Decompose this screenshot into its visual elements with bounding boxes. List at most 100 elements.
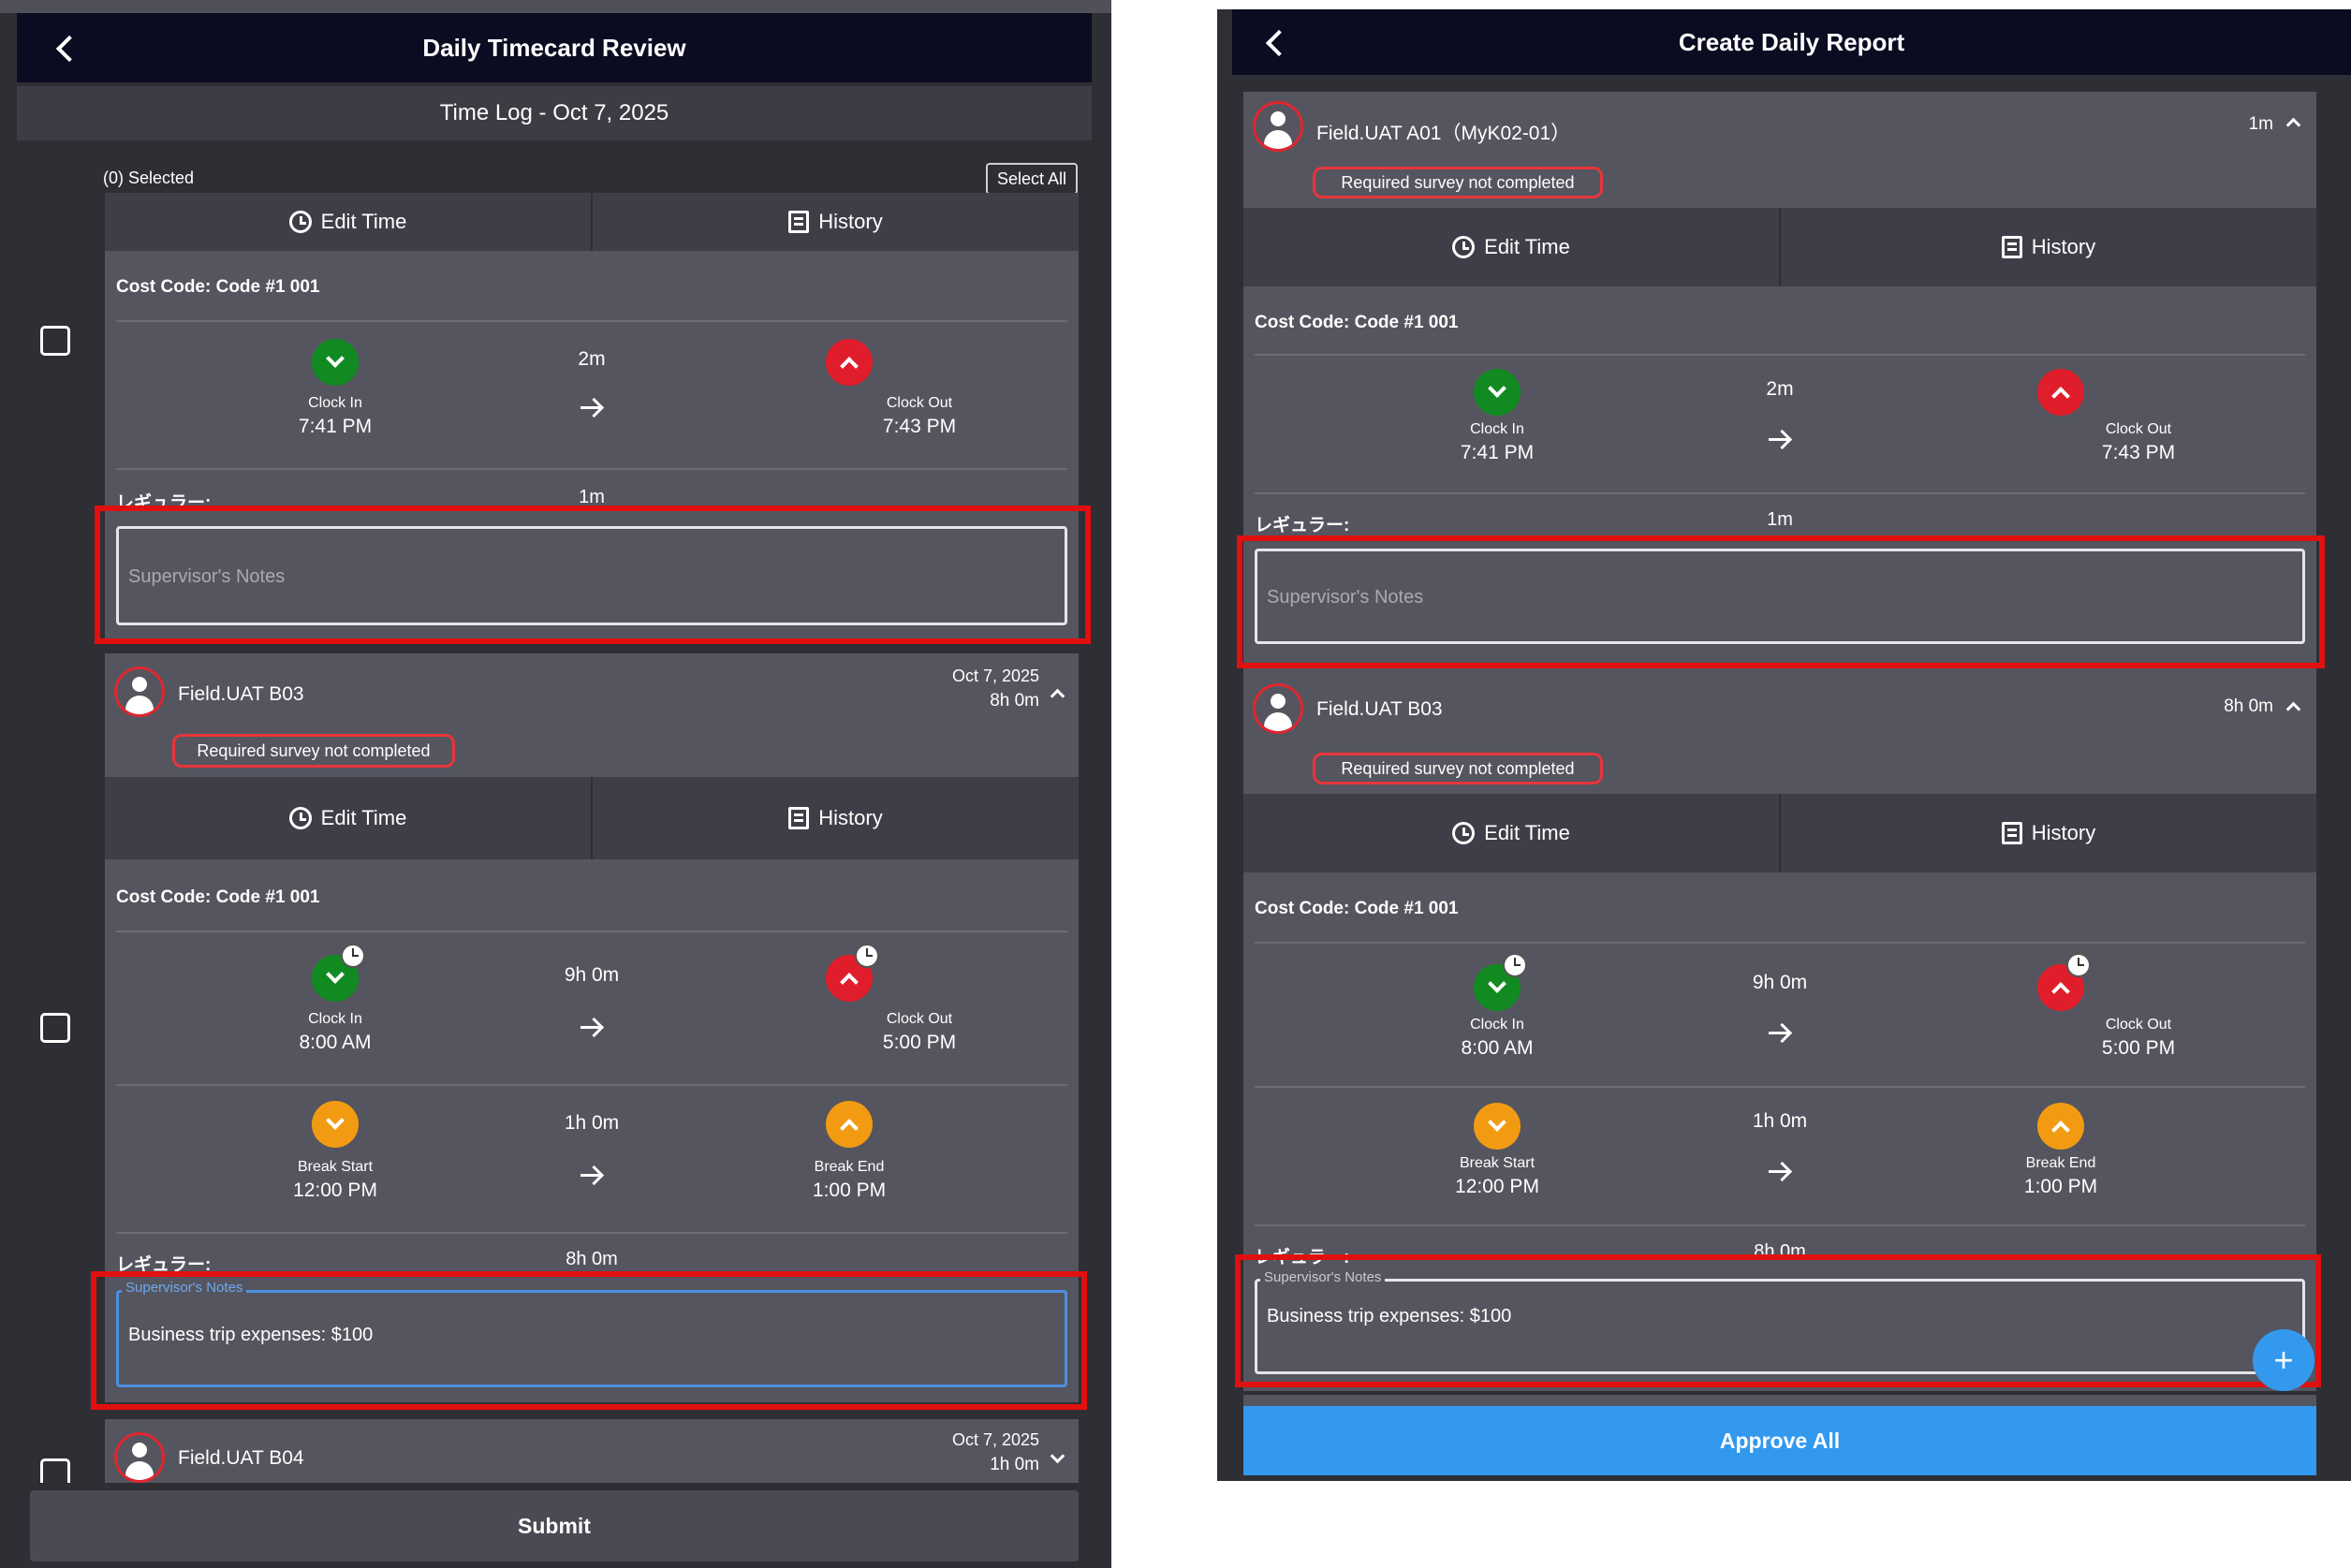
history-label: History [2031,235,2096,258]
history-icon [2001,822,2022,844]
user-name: Field.UAT B03 [1316,698,1443,720]
clock-in-icon [312,339,359,386]
clock-in-label: Clock In [1470,421,1524,437]
chevron-up-icon[interactable] [2285,117,2301,133]
chevron-down-icon[interactable] [1050,1448,1065,1464]
regular-value: 1m [579,487,605,507]
clock-icon [288,211,312,233]
back-arrow-icon[interactable] [1265,29,1293,57]
arrow-right-icon [580,1017,603,1039]
approve-all-button[interactable]: Approve All [1243,1406,2316,1475]
card-tabs: Edit Time History [1243,794,2316,872]
edited-clock-icon [855,944,879,968]
history-tab[interactable]: History [1779,208,2316,286]
history-tab[interactable]: History [591,193,1079,251]
survey-status-text: Required survey not completed [1341,758,1575,778]
clock-out-time: 5:00 PM [2101,1037,2176,1059]
regular-label: レギュラー: [116,1255,212,1275]
card-tabs: Edit Time History [1243,208,2316,286]
history-tab[interactable]: History [591,777,1079,859]
supervisor-notes-input[interactable]: Supervisor's Notes [116,526,1067,625]
notes-placeholder: Supervisor's Notes [1267,587,1424,608]
select-checkbox[interactable] [40,1013,70,1043]
notes-value: Business trip expenses: $100 [1267,1306,1512,1326]
edit-time-tab[interactable]: Edit Time [1243,794,1779,872]
back-arrow-icon[interactable] [55,35,83,63]
supervisor-notes-input[interactable]: Supervisor's Notes [1255,549,2305,644]
history-tab[interactable]: History [1779,794,2316,872]
divider [116,1232,1067,1234]
break-duration: 1h 0m [1752,1110,1808,1132]
highlight-box [1235,1254,2321,1387]
clock-out-label: Clock Out [2105,1017,2172,1033]
chevron-up-icon[interactable] [2285,701,2301,717]
divider [1255,942,2305,944]
submit-button[interactable]: Submit [30,1490,1079,1561]
chevron-up-icon[interactable] [1050,688,1065,704]
work-duration: 9h 0m [1752,972,1808,993]
break-start-icon [312,1101,359,1148]
clock-out-time: 7:43 PM [882,416,957,437]
user-name: Field.UAT A01（MyK02-01） [1316,123,1571,144]
supervisor-notes-input[interactable]: Business trip expenses: $100 [116,1290,1067,1387]
divider [1255,1224,2305,1226]
select-all-button[interactable]: Select All [986,163,1078,195]
survey-status-badge: Required survey not completed [172,734,455,768]
cost-code: Cost Code: Code #1 001 [1255,899,1459,918]
card-tabs: Edit Time History [105,193,1079,251]
break-start-icon [1474,1103,1521,1150]
regular-label: レギュラー: [1255,516,1350,535]
user-name: Field.UAT B03 [178,683,304,705]
highlight-box [95,506,1091,644]
regular-value: 1m [1767,509,1793,530]
break-start-label: Break Start [1459,1155,1535,1171]
edited-clock-icon [341,944,365,968]
clock-in-label: Clock In [308,395,362,411]
clock-out-label: Clock Out [2105,421,2172,437]
history-icon [2001,236,2022,258]
page-title: Create Daily Report [1678,27,1905,56]
top-strip [0,0,1111,13]
divider [1255,1086,2305,1088]
cost-code: Cost Code: Code #1 001 [116,277,320,297]
edit-time-label: Edit Time [1484,821,1570,844]
avatar-icon [1253,683,1303,734]
survey-status-badge: Required survey not completed [1313,753,1603,784]
select-all-label: Select All [996,169,1067,188]
subheader-title: Time Log - Oct 7, 2025 [439,100,669,125]
survey-status-text: Required survey not completed [1341,172,1575,192]
break-end-label: Break End [2025,1155,2096,1171]
cost-code: Cost Code: Code #1 001 [1255,313,1459,332]
supervisor-notes-input[interactable]: Business trip expenses: $100 [1255,1279,2305,1374]
clock-out-time: 7:43 PM [2101,442,2176,463]
break-end-time: 1:00 PM [2023,1176,2098,1197]
submit-label: Submit [518,1513,591,1538]
divider [116,931,1067,932]
survey-status-text: Required survey not completed [197,740,431,760]
edit-time-tab[interactable]: Edit Time [105,193,591,251]
select-checkbox[interactable] [40,326,70,356]
approve-all-label: Approve All [1719,1428,1841,1453]
break-start-time: 12:00 PM [1455,1176,1539,1197]
edit-time-tab[interactable]: Edit Time [1243,208,1779,286]
add-fab-button[interactable]: + [2253,1329,2314,1391]
clock-in-time: 7:41 PM [298,416,373,437]
break-start-time: 12:00 PM [293,1180,377,1201]
clock-out-label: Clock Out [886,1011,953,1027]
arrow-right-icon [1769,1161,1791,1183]
selected-count: (0) Selected [103,169,195,187]
history-label: History [818,806,883,829]
card-total: 1m [2248,114,2273,134]
card-total: 8h 0m [990,691,1039,711]
divider [1255,354,2305,356]
clock-in-time: 8:00 AM [1461,1037,1534,1059]
plus-icon: + [2273,1341,2294,1379]
date-subheader: Time Log - Oct 7, 2025 [17,86,1092,140]
edit-time-tab[interactable]: Edit Time [105,777,591,859]
work-duration: 9h 0m [564,964,620,986]
notes-float-label: Supervisor's Notes [122,1280,247,1296]
cost-code: Cost Code: Code #1 001 [116,887,320,907]
clock-out-icon [2037,369,2084,416]
navbar: Create Daily Report [1232,9,2351,75]
arrow-right-icon [1769,429,1791,451]
